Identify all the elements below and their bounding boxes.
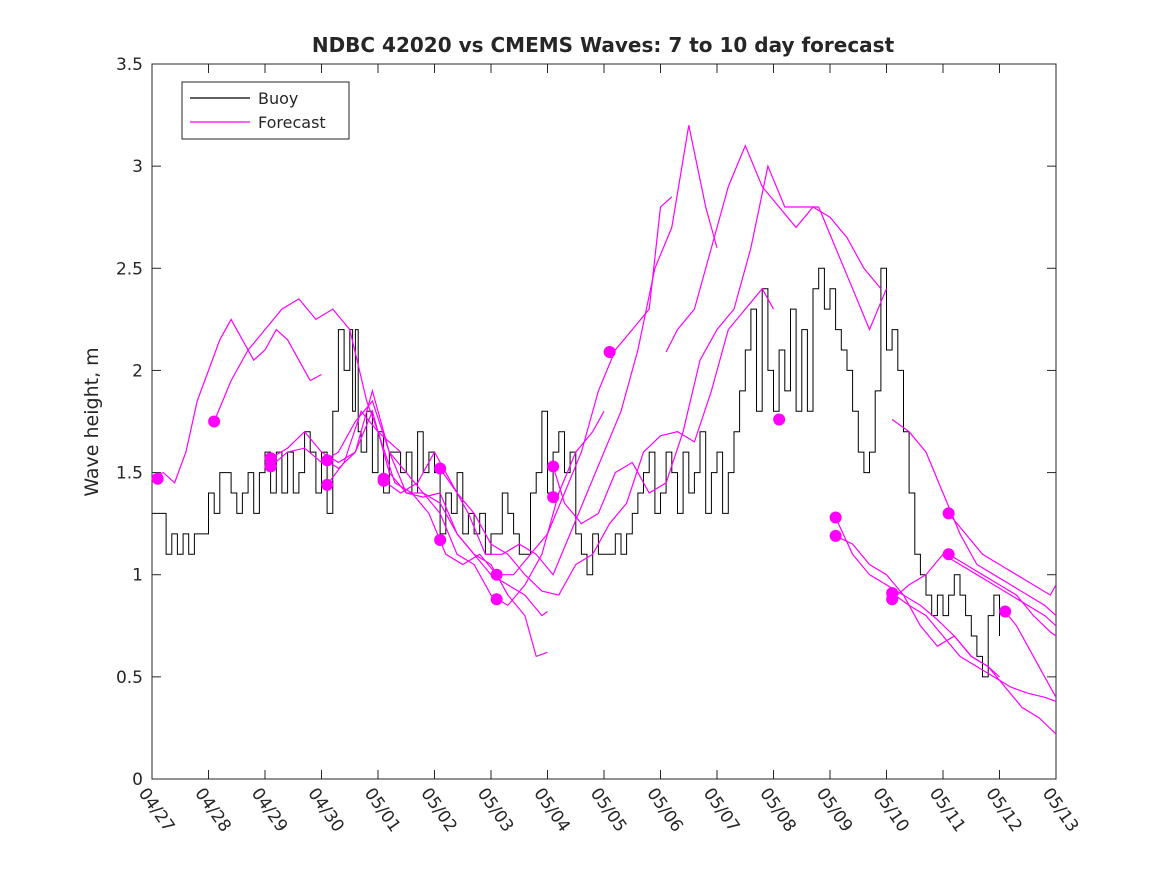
forecast-series-line-15 <box>891 553 1056 627</box>
forecast-start-marker <box>942 507 955 520</box>
y-tick-label: 1 <box>132 566 143 586</box>
y-tick-label: 3 <box>132 157 143 177</box>
forecast-series-line-1 <box>152 318 322 484</box>
forecast-start-marker <box>773 413 786 426</box>
forecast-start-marker <box>942 548 955 561</box>
forecast-series-line-14 <box>891 592 1056 702</box>
forecast-start-marker <box>377 472 390 485</box>
legend-box <box>181 81 350 140</box>
forecast-series-line-11 <box>891 419 1056 617</box>
y-tick-label: 0.5 <box>116 668 143 688</box>
forecast-series-line-17 <box>948 553 1056 637</box>
forecast-start-marker <box>208 415 221 428</box>
forecast-start-marker <box>264 460 277 473</box>
legend: Buoy Forecast <box>181 81 350 140</box>
forecast-start-marker <box>490 593 503 606</box>
forecast-start-marker <box>999 605 1012 618</box>
forecast-start-marker <box>829 529 842 542</box>
y-tick-label: 1.5 <box>116 464 143 484</box>
forecast-start-marker <box>321 478 334 491</box>
forecast-series-line-9 <box>552 164 888 525</box>
forecast-series-line-8 <box>439 287 775 596</box>
legend-label-0: Buoy <box>258 89 298 108</box>
y-tick-label: 3.5 <box>116 55 143 75</box>
forecast-start-marker <box>547 460 560 473</box>
forecast-start-marker <box>434 533 447 546</box>
forecast-series-line-12 <box>835 517 1056 735</box>
forecast-series-line-3 <box>270 409 548 617</box>
forecast-start-marker <box>829 511 842 524</box>
forecast-start-marker <box>603 346 616 359</box>
legend-label-1: Forecast <box>258 113 326 132</box>
forecast-series-line-18 <box>1004 611 1056 698</box>
forecast-start-marker <box>886 593 899 606</box>
forecast-series-line-4 <box>326 388 548 658</box>
forecast-series-line-16 <box>948 513 1056 596</box>
forecast-start-marker <box>490 568 503 581</box>
forecast-start-marker <box>321 454 334 467</box>
forecast-series-line-10 <box>665 144 882 353</box>
forecast-start-marker <box>434 462 447 475</box>
y-tick-label: 0 <box>132 770 143 790</box>
chart-title: NDBC 42020 vs CMEMS Waves: 7 to 10 day f… <box>312 33 895 57</box>
y-axis-label: Wave height, m <box>81 347 103 496</box>
forecast-series-line-7 <box>383 125 718 576</box>
y-tick-label: 2 <box>132 361 143 381</box>
y-tick-label: 2.5 <box>116 259 143 279</box>
forecast-start-marker <box>547 491 560 504</box>
forecast-series-line-6 <box>326 196 673 576</box>
forecast-start-marker <box>151 472 164 485</box>
forecast-series-line-13 <box>835 535 1000 678</box>
